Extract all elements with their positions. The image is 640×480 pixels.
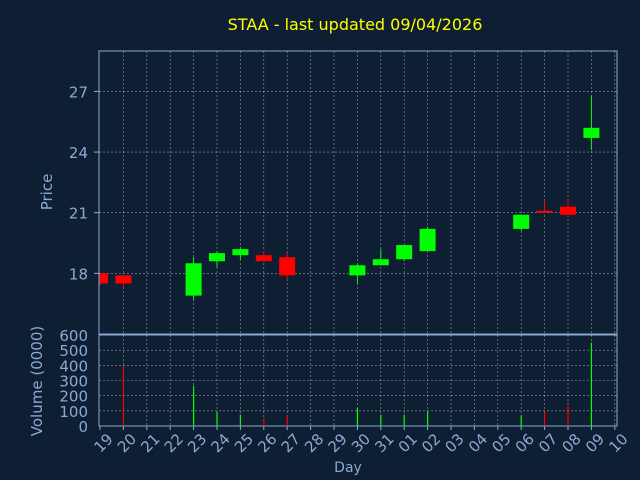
volume-tick-label: 500 xyxy=(59,342,88,360)
x-tick-label: 25 xyxy=(231,430,257,456)
volume-tick-label: 100 xyxy=(59,403,88,421)
x-tick-label: 01 xyxy=(395,430,421,456)
candle-01 xyxy=(396,245,413,262)
x-tick-label: 24 xyxy=(208,430,234,456)
price-tick-label: 24 xyxy=(69,144,88,162)
volume-axis-label: Volume (0000) xyxy=(28,326,46,436)
x-tick-label: 19 xyxy=(91,430,117,456)
candle-body xyxy=(255,255,272,262)
candle-body xyxy=(100,273,108,284)
price-panel xyxy=(98,50,618,335)
x-axis: 1920212223242526272829303101020304050607… xyxy=(91,426,632,456)
candle-body xyxy=(372,259,389,266)
x-tick-label: 07 xyxy=(535,430,561,456)
candle-26 xyxy=(255,251,272,262)
x-tick-label: 30 xyxy=(348,430,374,456)
x-tick-label: 22 xyxy=(161,430,187,456)
x-tick-label: 28 xyxy=(301,430,327,456)
candle-25 xyxy=(232,247,249,260)
candle-body xyxy=(583,127,600,138)
x-tick-label: 10 xyxy=(605,430,631,456)
candle-body xyxy=(279,257,296,276)
price-tick-label: 21 xyxy=(69,205,88,223)
candle-23 xyxy=(185,257,202,300)
x-tick-label: 26 xyxy=(254,430,280,456)
candle-24 xyxy=(209,251,225,268)
x-tick-label: 09 xyxy=(582,430,608,456)
x-tick-label: 08 xyxy=(559,430,585,456)
candle-02 xyxy=(419,226,436,252)
candlesticks xyxy=(99,95,600,300)
x-tick-label: 21 xyxy=(137,430,163,456)
candle-body xyxy=(232,249,249,256)
x-tick-label: 20 xyxy=(114,430,140,456)
x-tick-label: 27 xyxy=(278,430,304,456)
candle-27 xyxy=(279,253,296,280)
x-tick-label: 31 xyxy=(371,430,397,456)
x-tick-label: 05 xyxy=(488,430,514,456)
volume-grid xyxy=(99,335,617,426)
candle-body xyxy=(349,265,366,276)
volume-tick-label: 600 xyxy=(59,327,88,345)
candle-body xyxy=(560,206,576,215)
chart-title: STAA - last updated 09/04/2026 xyxy=(228,15,483,34)
candle-body xyxy=(536,210,553,213)
x-tick-label: 29 xyxy=(325,430,351,456)
candle-body xyxy=(419,228,436,252)
price-axis-label: Price xyxy=(38,174,56,211)
volume-tick-label: 300 xyxy=(59,373,88,391)
candle-08 xyxy=(560,198,576,217)
candle-body xyxy=(513,214,530,229)
candle-09 xyxy=(583,95,600,151)
x-axis-label: Day xyxy=(334,460,362,476)
candle-body xyxy=(185,263,202,296)
volume-tick-label: 200 xyxy=(59,388,88,406)
candle-body xyxy=(115,275,132,284)
candle-07 xyxy=(536,200,553,213)
candle-body xyxy=(209,253,225,262)
price-grid xyxy=(99,51,617,334)
x-tick-label: 03 xyxy=(442,430,468,456)
candle-body xyxy=(396,245,413,260)
volume-tick-label: 400 xyxy=(59,357,88,375)
candle-30 xyxy=(349,263,366,284)
candle-06 xyxy=(513,214,530,231)
x-tick-label: 23 xyxy=(184,430,210,456)
candle-19 xyxy=(99,273,108,286)
price-tick-label: 27 xyxy=(69,83,88,101)
candle-31 xyxy=(372,249,389,266)
price-tick-label: 18 xyxy=(69,265,88,283)
price-y-axis: 18 21 24 27 xyxy=(69,83,99,283)
x-tick-label: 06 xyxy=(512,430,538,456)
candle-20 xyxy=(115,275,132,288)
x-tick-label: 04 xyxy=(465,430,491,456)
volume-tick-label: 0 xyxy=(78,418,88,436)
volume-bars xyxy=(122,342,593,426)
x-tick-label: 02 xyxy=(418,430,444,456)
